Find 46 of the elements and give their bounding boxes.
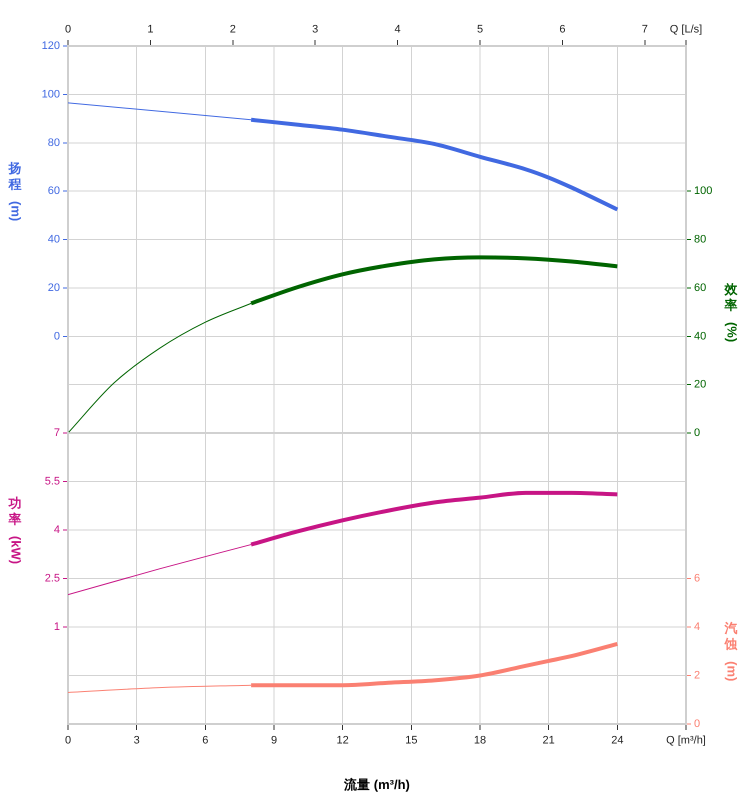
y-tick-label: 5.5 [44, 476, 60, 488]
y-tick-label: 120 [42, 40, 60, 52]
y-tick-label: 0 [54, 330, 60, 342]
x-tick-label: 24 [611, 734, 624, 747]
y2-tick-label: 0 [694, 427, 700, 440]
x2-tick-label: 0 [64, 23, 72, 36]
y2-tick-label: 20 [694, 378, 706, 391]
y2-tick-label: 4 [694, 621, 700, 634]
y-tick-label: 2.5 [44, 572, 60, 585]
x-tick-label: 3 [134, 734, 140, 747]
y-tick-label: 4 [54, 524, 60, 536]
y-axis-title: 功率 (kW) [8, 496, 24, 564]
y2-tick-label: 0 [694, 718, 700, 730]
y2-axis-title: 汽蚀 (m) [724, 620, 740, 682]
x-tick-label: 15 [405, 734, 418, 747]
x-tick-label: 18 [474, 734, 486, 747]
x2-tick-label: 7 [642, 23, 648, 36]
x2-tick-label: 5 [476, 23, 484, 36]
y-axis-title: 扬程 (m) [8, 160, 24, 222]
y-tick-label: 1 [54, 621, 60, 634]
x2-tick-label: 2 [230, 23, 236, 36]
y-tick-label: 7 [54, 427, 60, 440]
y2-tick-label: 60 [694, 282, 706, 294]
x2-tick-label: Q [L/s] [670, 23, 702, 36]
y2-axis-title: 效率 (%) [724, 282, 740, 342]
y2-tick-label: 6 [694, 572, 700, 585]
x-tick-label: 9 [270, 734, 278, 747]
x-tick-label: 21 [542, 734, 555, 747]
y2-tick-label: 2 [694, 670, 700, 682]
y-tick-label: 40 [48, 234, 60, 246]
y-tick-label: 80 [48, 136, 60, 149]
x2-tick-label: 1 [147, 23, 154, 36]
x-tick-label: 0 [64, 734, 72, 747]
y-tick-label: 100 [42, 88, 60, 100]
x2-tick-label: 3 [312, 23, 318, 36]
x-tick-label: 6 [202, 734, 208, 747]
y2-tick-label: 80 [694, 234, 706, 246]
y-tick-label: 60 [48, 185, 60, 198]
x-tick-label: Q [m³/h] [666, 734, 706, 747]
y2-tick-label: 100 [694, 185, 712, 198]
x-tick-label: 12 [336, 734, 349, 747]
x2-tick-label: 4 [394, 23, 401, 36]
x-axis-title: 流量 (m³/h) [343, 776, 410, 792]
y-tick-label: 20 [48, 282, 60, 294]
x2-tick-label: 6 [559, 23, 566, 36]
y2-tick-label: 40 [694, 330, 706, 342]
